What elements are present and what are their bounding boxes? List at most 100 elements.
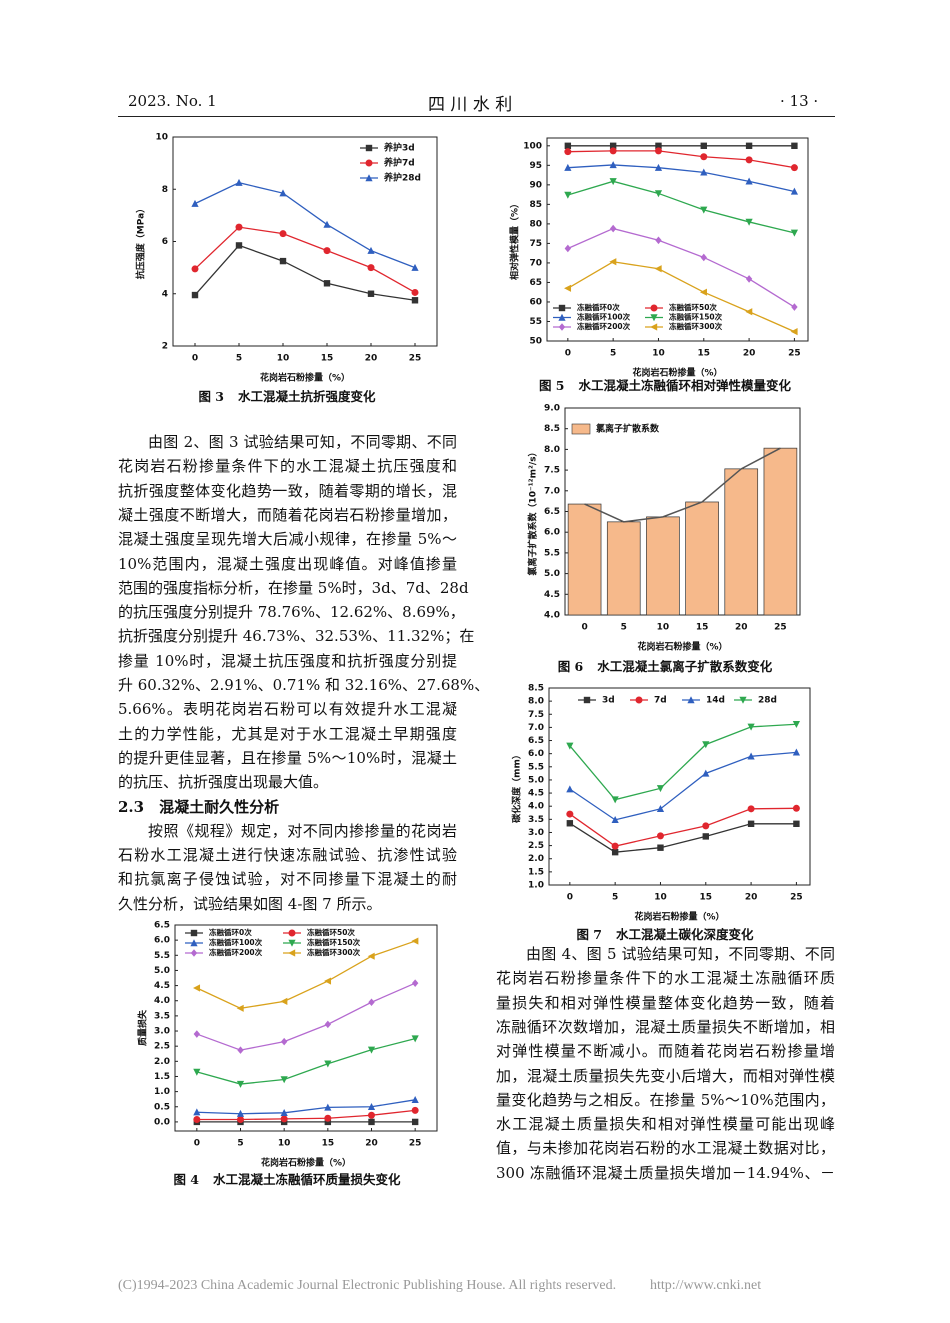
- legend-marker: [288, 939, 296, 947]
- marker: [411, 979, 419, 987]
- series-line: [194, 244, 416, 301]
- section-heading: 2.3 混凝土耐久性分析: [118, 797, 280, 816]
- marker: [611, 842, 619, 850]
- y-tick-label: 7.0: [528, 723, 544, 733]
- y-axis-label: 抗压强度（MPa）: [135, 204, 147, 279]
- marker: [791, 142, 798, 150]
- text-line: 10%范围内，混凝土强度出现峰值。对峰值掺量: [118, 554, 457, 573]
- marker: [654, 265, 662, 273]
- x-tick-label: 5: [610, 349, 616, 359]
- legend-label: 冻融循环150次: [307, 937, 361, 947]
- y-axis-label: 氯离子扩散系数（10⁻¹²m²/s）: [527, 447, 539, 575]
- text-line: 由图 2、图 3 试验结果可知，不同零期、不同: [148, 433, 457, 451]
- x-tick-label: 5: [237, 1139, 243, 1149]
- marker: [323, 280, 331, 287]
- marker: [790, 187, 799, 195]
- x-tick-label: 25: [774, 623, 787, 633]
- marker: [323, 247, 331, 255]
- y-tick-label: 80: [529, 219, 542, 229]
- y-tick-label: 5.0: [154, 966, 170, 976]
- series-line: [567, 227, 795, 308]
- marker: [368, 998, 375, 1007]
- marker: [411, 1095, 419, 1103]
- marker: [324, 1060, 332, 1068]
- marker: [193, 1030, 201, 1038]
- x-tick-label: 25: [788, 349, 801, 359]
- marker: [790, 328, 798, 336]
- y-tick-label: 8: [162, 185, 168, 195]
- x-tick-label: 0: [194, 1139, 200, 1149]
- marker: [747, 752, 755, 760]
- x-tick-label: 20: [365, 354, 378, 364]
- legend-marker: [558, 323, 566, 331]
- page-number: · 13 ·: [780, 92, 819, 110]
- x-tick-label: 5: [612, 893, 618, 903]
- marker: [790, 229, 799, 237]
- marker: [566, 742, 574, 750]
- legend-label: 冻融循环150次: [669, 312, 723, 322]
- marker: [235, 242, 243, 249]
- legend-label: 14d: [706, 696, 725, 706]
- legend-label: 养护28d: [383, 172, 421, 184]
- x-tick-label: 20: [735, 623, 748, 633]
- marker: [747, 723, 755, 731]
- legend-label: 7d: [654, 696, 667, 706]
- marker: [324, 1118, 332, 1126]
- issue: 2023. No. 1: [128, 92, 217, 110]
- figure-title: 水工混凝土碳化深度变化: [616, 927, 754, 942]
- y-tick-label: 4.0: [528, 802, 544, 812]
- text-line: 升 60.32%、2.91%、0.71% 和 32.16%、27.68%、: [118, 676, 490, 694]
- text-line: 量变化趋势与之相反。在掺量 5%～10%范围内，: [496, 1090, 835, 1109]
- y-tick-label: 1.5: [154, 1072, 170, 1082]
- legend-marker: [558, 313, 566, 321]
- legend-marker: [365, 174, 373, 182]
- marker: [367, 290, 375, 297]
- text-line: 由图 4、图 5 试验结果可知，不同零期、不同: [526, 945, 835, 963]
- marker: [564, 284, 572, 292]
- marker: [411, 1118, 419, 1126]
- marker: [655, 236, 662, 245]
- marker: [700, 206, 708, 214]
- series-line: [196, 940, 416, 1009]
- marker: [654, 147, 662, 155]
- legend-marker: [288, 949, 296, 957]
- x-tick-label: 25: [790, 893, 803, 903]
- text-line: 和抗氯离子侵蚀试验，对不同掺量下混凝土的耐: [118, 870, 457, 889]
- legend-label: 冻融循环50次: [669, 302, 717, 312]
- text-line: 花岗岩石粉掺量条件下的水工混凝土冻融循环质: [496, 969, 835, 988]
- bar: [763, 447, 798, 616]
- legend-marker: [190, 939, 198, 947]
- y-tick-label: 50: [529, 337, 542, 347]
- marker: [702, 741, 710, 749]
- series-line: [569, 807, 797, 847]
- y-axis-label: 碳化深度（mm）: [511, 750, 523, 823]
- legend-label: 28d: [758, 696, 777, 706]
- y-tick-label: 3.0: [528, 828, 544, 838]
- marker: [654, 163, 663, 171]
- trend-line: [584, 447, 781, 523]
- series-line: [569, 822, 797, 853]
- marker: [367, 264, 375, 272]
- marker: [656, 785, 665, 793]
- y-tick-label: 5.0: [528, 775, 544, 785]
- bar: [606, 521, 641, 616]
- y-tick-label: 4.5: [544, 590, 560, 600]
- legend-label: 3d: [602, 696, 615, 706]
- y-tick-label: 6.5: [528, 736, 544, 746]
- text-line: 300 冻融循环混凝土质量损失增加－14.94%、－: [496, 1163, 835, 1182]
- marker: [792, 721, 801, 729]
- y-tick-label: 4.5: [528, 789, 544, 799]
- marker: [193, 984, 201, 992]
- marker: [193, 1108, 201, 1116]
- marker: [324, 1114, 332, 1122]
- legend-marker: [650, 314, 658, 322]
- x-tick-label: 10: [654, 893, 667, 903]
- x-tick-label: 10: [278, 1139, 291, 1149]
- marker: [611, 848, 619, 856]
- y-tick-label: 8.5: [544, 424, 560, 434]
- y-tick-label: 2.5: [528, 841, 544, 851]
- marker: [656, 805, 665, 813]
- legend-label: 冻融循环300次: [669, 321, 723, 331]
- marker: [411, 1106, 419, 1114]
